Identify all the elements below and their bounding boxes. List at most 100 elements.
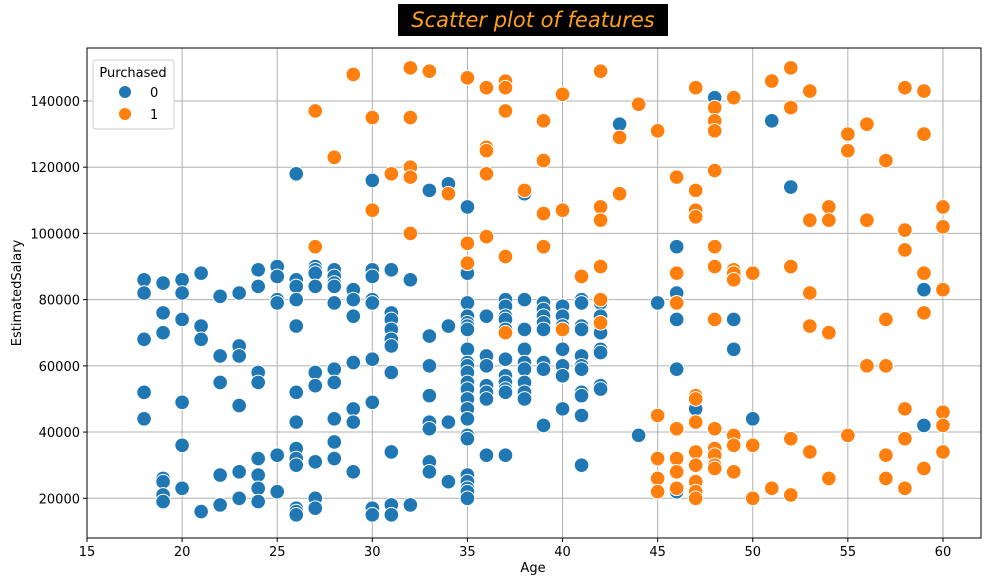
point-class-1: [649, 450, 666, 467]
point-class-1: [878, 470, 894, 487]
point-class-1: [307, 238, 324, 255]
point-class-0: [459, 490, 476, 507]
point-class-1: [649, 470, 666, 487]
point-class-1: [668, 450, 685, 467]
point-class-1: [459, 69, 476, 86]
point-class-0: [326, 411, 343, 427]
point-class-1: [706, 460, 723, 477]
point-class-0: [212, 288, 228, 305]
point-class-0: [307, 377, 324, 394]
point-class-1: [725, 271, 742, 288]
point-class-1: [440, 185, 457, 202]
point-class-1: [725, 89, 742, 106]
point-class-1: [935, 281, 951, 298]
point-class-0: [250, 480, 266, 497]
x-tick-label: 55: [840, 545, 857, 560]
point-class-0: [383, 444, 400, 460]
point-class-1: [897, 480, 913, 497]
point-class-1: [535, 238, 552, 255]
point-class-0: [421, 182, 438, 199]
point-class-1: [935, 404, 951, 420]
point-class-0: [383, 262, 400, 278]
point-class-1: [897, 242, 913, 258]
point-class-1: [687, 444, 704, 460]
x-tick-label: 35: [459, 545, 476, 560]
point-class-0: [174, 285, 190, 301]
point-class-0: [174, 311, 190, 328]
point-class-0: [744, 411, 761, 427]
y-axis-ticks: 20000 40000 60000 80000 100000 120000 140000: [30, 95, 87, 507]
point-class-0: [573, 321, 590, 338]
point-class-0: [345, 354, 362, 371]
point-class-0: [174, 271, 190, 288]
point-class-0: [421, 463, 438, 480]
point-class-1: [706, 99, 723, 116]
point-class-0: [763, 113, 780, 129]
point-class-1: [802, 83, 818, 99]
y-tick-label: 80000: [39, 294, 80, 309]
point-class-0: [364, 394, 381, 411]
point-class-1: [782, 430, 799, 447]
point-class-1: [516, 182, 533, 199]
point-class-1: [649, 122, 666, 139]
point-class-1: [592, 314, 609, 331]
point-class-0: [231, 285, 247, 301]
point-class-0: [250, 467, 266, 483]
point-class-1: [535, 205, 552, 222]
point-class-1: [402, 169, 419, 185]
point-class-0: [326, 361, 343, 377]
point-class-1: [916, 265, 932, 281]
scatter-points: [136, 60, 951, 523]
point-class-1: [592, 212, 609, 228]
point-class-0: [269, 447, 286, 464]
point-class-0: [288, 384, 305, 401]
point-class-0: [364, 172, 381, 189]
point-class-0: [307, 454, 324, 470]
title-background: [398, 4, 668, 36]
legend-marker-0: [118, 85, 132, 99]
x-axis-label: Age: [520, 561, 545, 576]
point-class-0: [459, 295, 476, 311]
point-class-0: [459, 341, 476, 358]
point-class-0: [668, 311, 685, 328]
point-class-0: [478, 308, 495, 324]
point-class-1: [364, 202, 381, 219]
point-class-1: [345, 66, 362, 83]
point-class-0: [345, 308, 362, 324]
point-class-1: [802, 285, 818, 301]
point-class-1: [687, 182, 704, 199]
point-class-1: [859, 212, 875, 228]
point-class-1: [687, 414, 704, 430]
plot-area: [86, 47, 982, 539]
point-class-0: [193, 265, 209, 281]
point-class-0: [421, 387, 438, 404]
point-class-1: [668, 463, 685, 480]
point-class-0: [326, 434, 343, 450]
point-class-0: [250, 493, 266, 510]
point-class-0: [916, 281, 932, 298]
point-class-1: [763, 73, 780, 89]
point-class-0: [516, 361, 533, 377]
point-class-1: [592, 258, 609, 275]
point-class-0: [250, 262, 266, 278]
point-class-0: [611, 116, 628, 132]
point-class-0: [573, 387, 590, 404]
point-class-0: [459, 321, 476, 338]
point-class-0: [649, 295, 666, 311]
point-class-1: [782, 487, 799, 503]
point-class-1: [802, 212, 818, 228]
point-class-0: [497, 351, 514, 368]
point-class-1: [916, 460, 932, 477]
point-class-0: [782, 179, 799, 195]
point-class-1: [497, 103, 514, 119]
point-class-0: [535, 361, 552, 377]
point-class-1: [383, 166, 400, 182]
point-class-1: [497, 324, 514, 341]
point-class-0: [136, 331, 152, 348]
x-tick-label: 15: [79, 545, 96, 560]
y-tick-label: 120000: [30, 161, 80, 176]
point-class-1: [935, 444, 951, 460]
point-class-0: [478, 391, 495, 407]
point-class-0: [535, 321, 552, 338]
point-class-0: [193, 331, 209, 348]
